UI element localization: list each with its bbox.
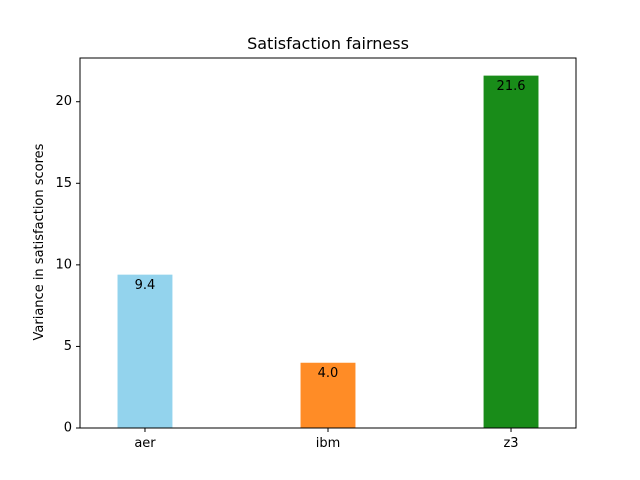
plot-area-frame (79, 57, 577, 429)
y-tick-label: 5 (64, 339, 72, 354)
bar-value-label-aer: 9.4 (135, 278, 156, 293)
bar-aer (117, 274, 173, 428)
x-tick-label-z3: z3 (503, 436, 518, 451)
bars-group (117, 75, 539, 428)
bar-z3 (483, 75, 539, 428)
y-tick-label: 15 (55, 176, 72, 191)
bar-value-label-ibm: 4.0 (318, 366, 339, 381)
y-tick-label: 20 (55, 94, 72, 109)
chart-title: Satisfaction fairness (247, 34, 409, 53)
y-axis-ticks: 0 5 10 15 20 (55, 94, 80, 436)
bar-ibm (300, 362, 356, 428)
x-axis-ticks: aer ibm z3 (134, 428, 519, 451)
x-tick-label-aer: aer (134, 436, 156, 451)
bar-value-labels: 9.4 4.0 21.6 (135, 79, 526, 381)
bar-value-label-z3: 21.6 (497, 79, 526, 94)
y-axis-label: Variance in satisfaction scores (32, 143, 47, 340)
y-tick-label: 10 (55, 257, 72, 272)
y-tick-label: 0 (64, 421, 72, 436)
x-tick-label-ibm: ibm (316, 436, 341, 451)
